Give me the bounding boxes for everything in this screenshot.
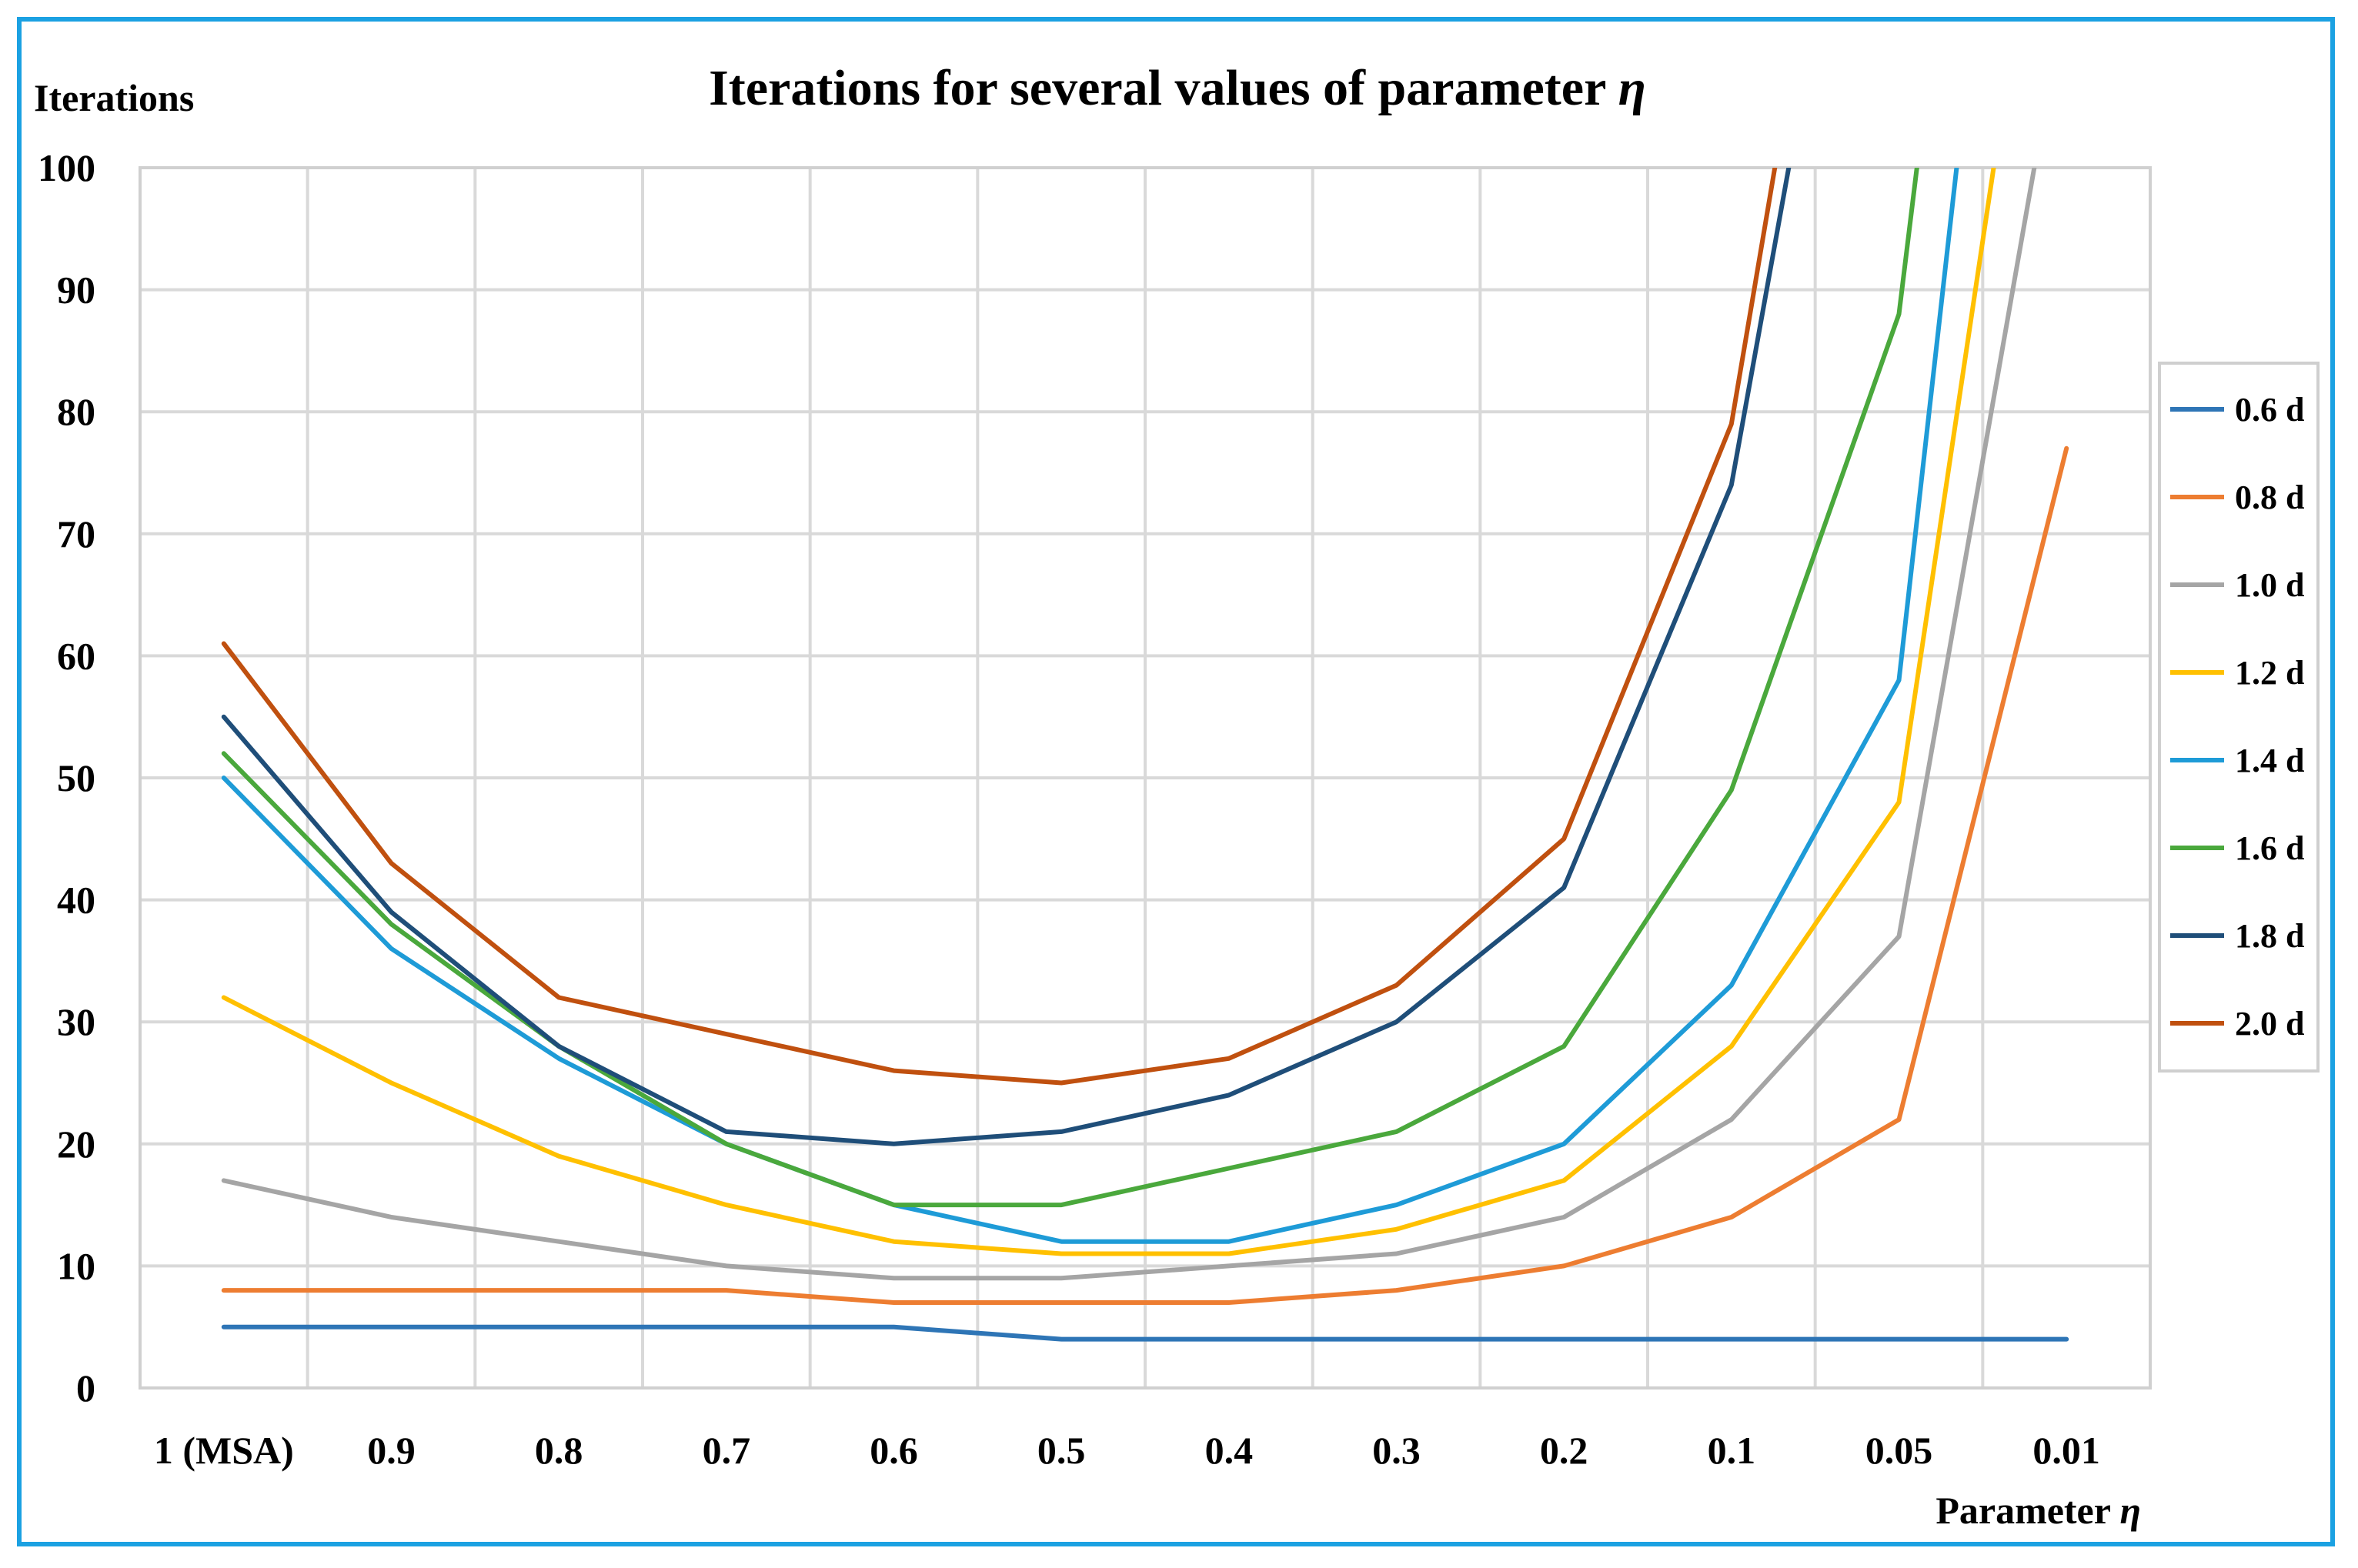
legend-label: 1.8 d <box>2235 917 2304 955</box>
series-line-1-2-d <box>221 168 1996 1256</box>
x-tick-label: 0.6 <box>870 1429 918 1472</box>
y-tick-label: 10 <box>57 1244 95 1287</box>
plot-area-border <box>139 166 2152 1390</box>
x-tick-label: 0.2 <box>1540 1429 1588 1472</box>
legend-label: 0.6 d <box>2235 391 2304 429</box>
x-tick-label: 0.8 <box>535 1429 583 1472</box>
x-axis-title: Parameter η <box>1935 1489 2141 1532</box>
y-tick-label: 80 <box>57 390 95 433</box>
y-tick-label: 60 <box>57 634 95 677</box>
gridlines <box>140 166 2150 1390</box>
x-tick-label: 0.5 <box>1037 1429 1086 1472</box>
x-tick-label: 0.4 <box>1205 1429 1254 1472</box>
y-tick-label: 30 <box>57 1000 95 1043</box>
legend-label: 2.0 d <box>2235 1005 2304 1043</box>
series-line-1-0-d <box>221 168 2037 1281</box>
y-tick-label: 100 <box>38 146 95 189</box>
x-tick-labels: 1 (MSA) 0.9 0.8 0.7 0.6 0.5 0.4 0.3 0.2 0.1 0.05 0.… <box>154 1429 2100 1472</box>
y-tick-label: 70 <box>57 512 95 555</box>
legend-box <box>2158 362 2320 1073</box>
y-tick-label: 0 <box>76 1366 95 1410</box>
chart-title: Iterations for several values of paramet… <box>709 60 1646 116</box>
x-tick-label: 0.3 <box>1372 1429 1421 1472</box>
y-axis-title: Iterations <box>34 76 194 119</box>
legend-label: 0.8 d <box>2235 479 2304 516</box>
y-tick-label: 90 <box>57 269 95 312</box>
legend-label: 1.0 d <box>2235 566 2304 604</box>
legend-label: 1.6 d <box>2235 829 2304 867</box>
legend: 0.6 d 0.8 d 1.0 d 1.2 d 1.4 d 1.6 d 1.8 d 2.0 d <box>2158 362 2320 1073</box>
x-tick-label: 0.7 <box>703 1429 751 1472</box>
series-line-2-0-d <box>221 168 1778 1086</box>
series-line-0-6-d <box>221 1324 2069 1342</box>
y-tick-label: 50 <box>57 756 95 799</box>
x-tick-label: 0.01 <box>2032 1429 2100 1472</box>
x-tick-label: 0.1 <box>1708 1429 1756 1472</box>
x-tick-label: 1 (MSA) <box>154 1429 294 1472</box>
y-tick-label: 40 <box>57 879 95 922</box>
legend-label: 1.2 d <box>2235 654 2304 692</box>
series-line-0-8-d <box>221 445 2069 1305</box>
series-line-1-4-d <box>221 168 1959 1244</box>
y-tick-label: 20 <box>57 1123 95 1166</box>
y-tick-labels: 0 10 20 30 40 50 60 70 80 90 100 <box>38 146 95 1410</box>
x-tick-label: 0.05 <box>1865 1429 1933 1472</box>
series-lines <box>221 168 2069 1342</box>
x-tick-label: 0.9 <box>367 1429 416 1472</box>
legend-label: 1.4 d <box>2235 742 2304 779</box>
series-line-1-8-d <box>221 168 1792 1146</box>
